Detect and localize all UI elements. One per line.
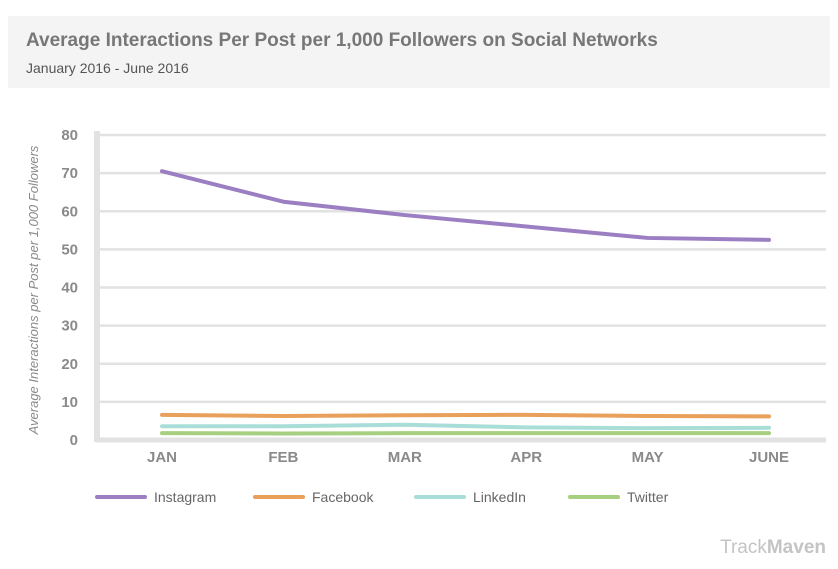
x-tick-label: JAN	[147, 449, 177, 466]
legend-label-linkedin: LinkedIn	[473, 489, 526, 505]
x-axis-ticks: JAN FEB MAR APR MAY JUNE	[147, 449, 789, 466]
legend: Instagram Facebook LinkedIn Twitter	[95, 489, 669, 505]
series-line-linkedin	[160, 422, 771, 431]
x-tick-label: MAR	[388, 449, 422, 466]
y-tick-label: 10	[61, 394, 78, 411]
chart-subtitle: January 2016 - June 2016	[26, 60, 189, 76]
series-line-facebook	[160, 412, 771, 419]
y-tick-label: 0	[70, 432, 78, 449]
legend-label-twitter: Twitter	[627, 489, 669, 505]
y-tick-label: 80	[61, 127, 78, 144]
y-tick-label: 60	[61, 203, 78, 220]
y-axis-ticks: 0 10 20 30 40 50 60 70 80	[61, 127, 78, 449]
series-lines	[160, 169, 771, 436]
brand-part1: Track	[720, 537, 767, 558]
x-tick-label: MAY	[632, 449, 664, 466]
legend-label-facebook: Facebook	[312, 489, 374, 505]
y-tick-label: 30	[61, 318, 78, 335]
y-tick-label: 50	[61, 241, 78, 258]
series-line-instagram	[160, 169, 771, 242]
y-tick-label: 70	[61, 165, 78, 182]
y-tick-label: 20	[61, 356, 78, 373]
brand-part2: Maven	[766, 537, 826, 558]
grid-lines	[94, 131, 826, 443]
trackmaven-logo: TrackMaven	[720, 537, 826, 559]
y-tick-label: 40	[61, 280, 78, 297]
chart-header: Average Interactions Per Post per 1,000 …	[8, 16, 830, 88]
chart-title: Average Interactions Per Post per 1,000 …	[26, 30, 658, 51]
x-tick-label: FEB	[268, 449, 298, 466]
x-tick-label: APR	[510, 449, 542, 466]
x-tick-label: JUNE	[749, 449, 789, 466]
y-axis-label: Average Interactions per Post per 1,000 …	[26, 145, 41, 435]
legend-label-instagram: Instagram	[154, 489, 216, 505]
